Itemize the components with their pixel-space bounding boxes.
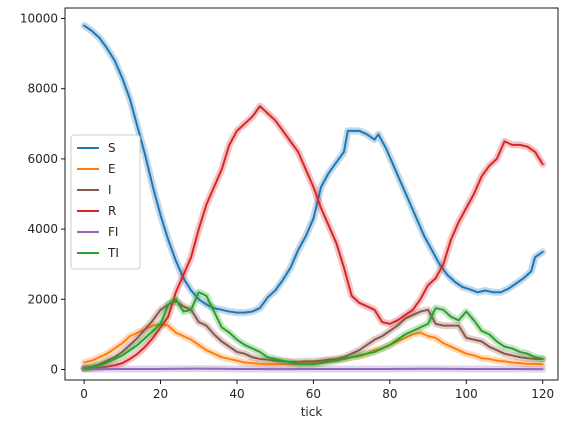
legend-label-r: R: [108, 204, 116, 218]
legend-box: [70, 134, 141, 270]
series-line-ti: [83, 291, 544, 370]
series-line-r: [83, 105, 544, 370]
y-tick-label: 10000: [20, 12, 58, 26]
y-tick-label: 6000: [27, 152, 58, 166]
x-tick-label: 80: [382, 387, 397, 401]
x-tick-label: 0: [80, 387, 88, 401]
y-tick-label: 4000: [27, 222, 58, 236]
legend-label-s: S: [108, 141, 116, 155]
y-tick-label: 0: [50, 362, 58, 376]
x-tick-label: 100: [455, 387, 478, 401]
x-tick-label: 20: [153, 387, 168, 401]
series-line-s: [83, 24, 544, 314]
axes-layer: 0 20 40 60 80 100 120 0 2000 4000 6000 8000 10000: [20, 7, 559, 401]
y-tick-label: 8000: [27, 82, 58, 96]
legend-label-i: I: [108, 183, 112, 197]
y-tick-label: 2000: [27, 292, 58, 306]
legend-label-fi: FI: [108, 225, 118, 239]
series-line-fi: [83, 367, 544, 371]
x-tick-label: 40: [229, 387, 244, 401]
legend-label-e: E: [108, 162, 116, 176]
plot-frame: [64, 7, 559, 381]
legend-label-ti: TI: [107, 246, 119, 260]
x-axis-label: tick: [301, 405, 323, 419]
series-layer: [80, 22, 547, 373]
series-line-i: [83, 300, 544, 369]
x-tick-label: 120: [531, 387, 554, 401]
x-tick-label: 60: [306, 387, 321, 401]
plot-background: [65, 8, 558, 380]
